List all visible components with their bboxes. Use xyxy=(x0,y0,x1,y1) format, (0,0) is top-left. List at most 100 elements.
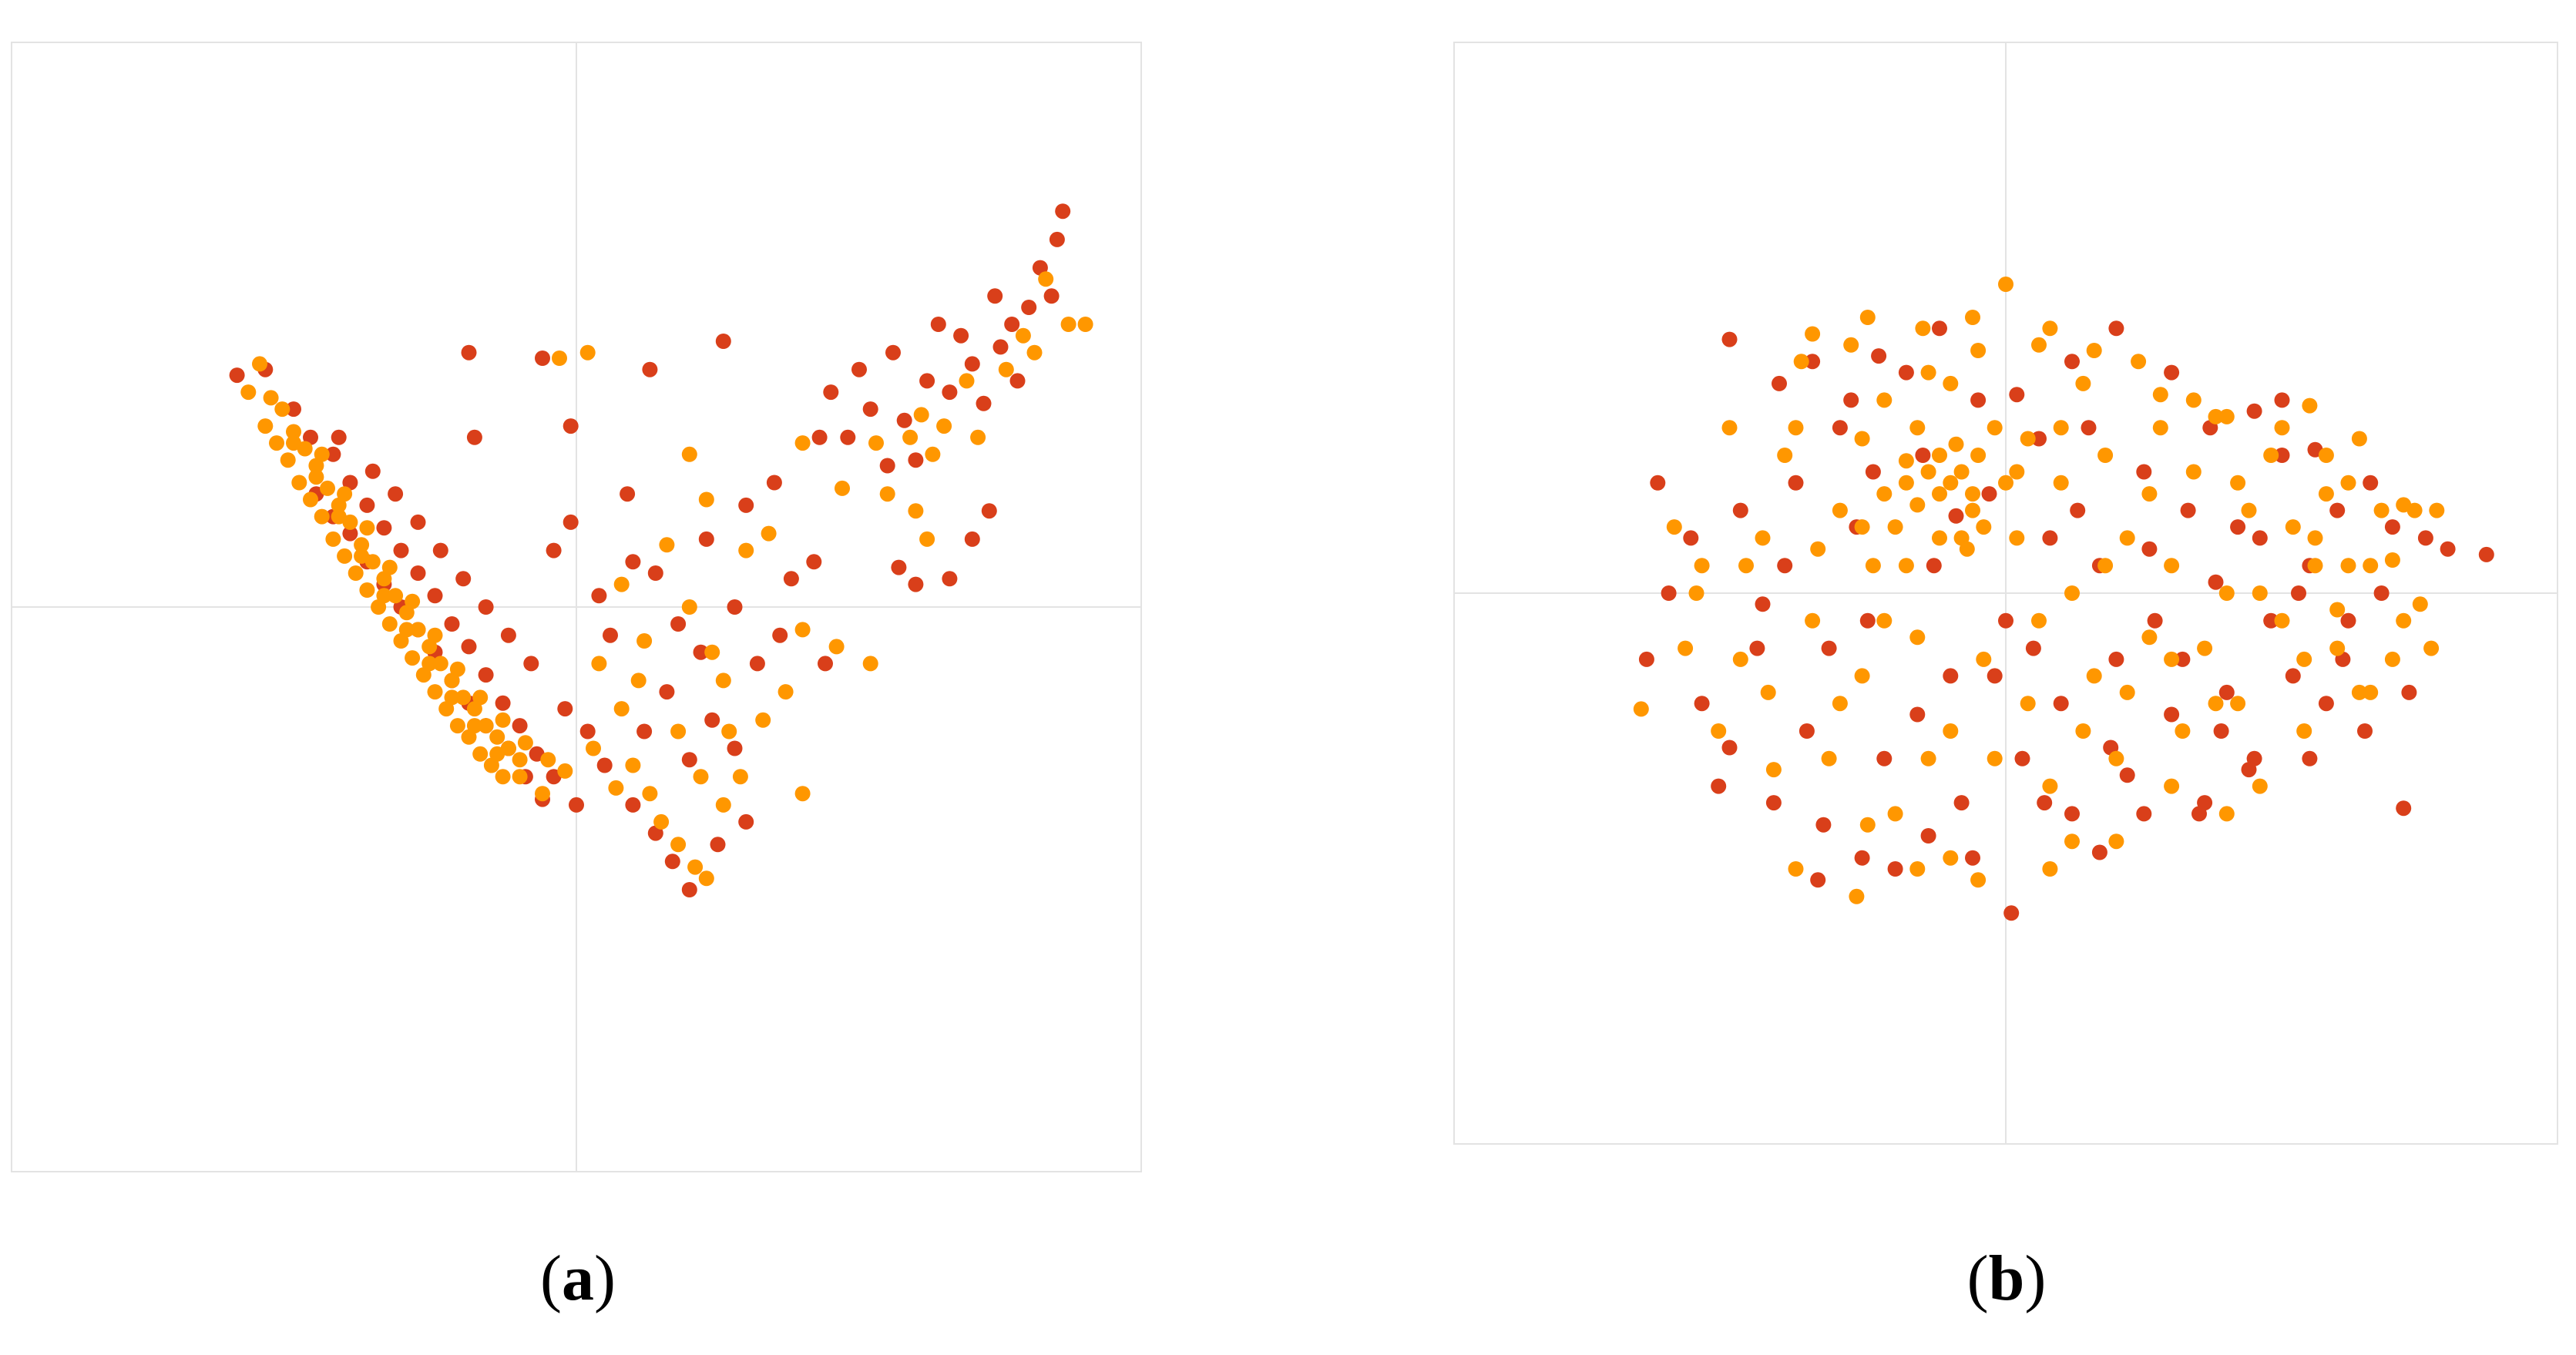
scatter-point-b-s1-45 xyxy=(2197,640,2213,656)
scatter-point-a-s0-62 xyxy=(772,627,788,643)
scatter-point-a-s0-102 xyxy=(659,684,675,700)
scatter-point-a-s0-68 xyxy=(851,361,867,377)
scatter-point-a-s1-76 xyxy=(613,576,630,592)
scatter-point-b-s0-20 xyxy=(1953,795,1970,811)
scatter-point-a-s1-72 xyxy=(579,344,596,361)
scatter-point-a-s0-103 xyxy=(681,752,697,768)
scatter-point-b-s1-118 xyxy=(1849,888,1865,904)
scatter-point-a-s0-43 xyxy=(466,429,482,445)
scatter-point-a-s0-105 xyxy=(727,740,743,756)
scatter-point-b-s1-111 xyxy=(1876,486,1893,502)
scatter-point-a-s0-91 xyxy=(942,571,958,587)
scatter-point-b-s0-49 xyxy=(2340,612,2356,629)
scatter-point-a-s1-15 xyxy=(405,650,421,666)
scatter-point-b-s1-18 xyxy=(1898,475,1914,491)
scatter-point-a-s0-95 xyxy=(625,797,641,813)
scatter-point-b-s1-4 xyxy=(1711,723,1727,739)
scatter-point-a-s1-78 xyxy=(659,537,675,553)
scatter-point-b-s0-48 xyxy=(2329,502,2346,518)
scatter-point-b-s1-117 xyxy=(1788,861,1804,877)
scatter-point-b-s0-55 xyxy=(2478,546,2494,562)
scatter-point-a-s1-62 xyxy=(381,559,398,575)
scatter-point-b-s0-29 xyxy=(2064,806,2080,822)
scatter-point-b-s1-129 xyxy=(1859,310,1876,325)
scatter-point-a-s1-31 xyxy=(354,537,370,553)
scatter-point-b-s0-64 xyxy=(2064,354,2080,370)
scatter-point-b-s0-68 xyxy=(2274,392,2290,408)
scatter-point-a-s1-63 xyxy=(405,593,421,609)
scatter-point-b-s1-26 xyxy=(1987,420,2003,436)
scatter-point-a-s0-71 xyxy=(885,344,901,361)
scatter-point-b-s0-36 xyxy=(2164,706,2180,723)
scatter-point-b-s1-40 xyxy=(2141,629,2158,646)
scatter-point-b-s1-88 xyxy=(2119,684,2135,700)
scatter-point-b-s1-138 xyxy=(2396,497,2412,513)
caption-a-letter: a xyxy=(562,1243,594,1314)
scatter-point-a-s0-33 xyxy=(364,463,381,479)
scatter-point-b-s1-110 xyxy=(1932,530,1947,546)
scatter-point-b-s1-31 xyxy=(2042,778,2058,794)
scatter-point-b-s1-90 xyxy=(2164,651,2180,667)
scatter-point-a-s1-105 xyxy=(625,757,641,773)
scatter-point-b-s0-73 xyxy=(1920,828,1936,844)
scatter-point-a-s0-0 xyxy=(229,367,245,384)
scatter-point-a-s1-38 xyxy=(432,656,448,672)
scatter-point-b-s0-71 xyxy=(1810,872,1826,888)
scatter-point-b-s1-76 xyxy=(1854,431,1870,447)
scatter-point-a-s0-15 xyxy=(512,718,528,734)
scatter-point-b-s1-103 xyxy=(1920,464,1936,480)
scatter-point-a-s1-10 xyxy=(348,565,364,581)
scatter-point-b-s1-24 xyxy=(1965,310,1980,325)
scatter-point-b-s1-78 xyxy=(1898,558,1914,574)
scatter-point-a-s1-119 xyxy=(586,740,601,756)
scatter-point-b-s1-136 xyxy=(2302,397,2318,414)
scatter-point-b-s1-126 xyxy=(1943,850,1959,866)
scatter-point-b-s0-4 xyxy=(1638,651,1654,667)
scatter-point-b-s0-44 xyxy=(2274,448,2290,463)
scatter-point-b-s1-53 xyxy=(2285,519,2301,535)
scatter-point-a-s1-48 xyxy=(308,469,324,485)
scatter-point-b-s1-82 xyxy=(1987,750,2003,766)
scatter-point-b-s1-83 xyxy=(2009,464,2025,480)
scatter-point-b-s0-7 xyxy=(1749,640,1765,656)
scatter-point-b-s1-46 xyxy=(2208,408,2224,424)
scatter-point-b-s1-57 xyxy=(2329,640,2346,656)
scatter-point-a-s1-93 xyxy=(959,373,975,389)
scatter-point-a-s1-13 xyxy=(381,616,398,632)
scatter-point-a-s0-2 xyxy=(286,401,301,418)
scatter-point-b-s0-13 xyxy=(1859,612,1876,629)
scatter-point-b-s1-56 xyxy=(2318,486,2334,502)
scatter-point-a-s1-122 xyxy=(704,644,720,660)
scatter-point-b-s1-67 xyxy=(2329,602,2346,618)
scatter-point-a-s1-70 xyxy=(557,763,573,779)
scatter-point-b-s1-25 xyxy=(1976,651,1992,667)
scatter-point-a-s0-55 xyxy=(698,531,714,547)
scatter-point-b-s1-123 xyxy=(2108,833,2124,850)
scatter-point-a-s1-61 xyxy=(359,520,375,536)
scatter-point-b-s1-1 xyxy=(1666,519,1682,535)
scatter-point-a-s1-81 xyxy=(738,542,754,558)
scatter-point-a-s1-9 xyxy=(337,548,353,564)
scatter-point-b-s0-3 xyxy=(1661,585,1677,601)
scatter-point-b-s1-96 xyxy=(2296,651,2312,667)
scatter-point-a-s0-34 xyxy=(388,486,404,502)
scatter-point-a-s0-75 xyxy=(930,317,946,332)
scatter-point-a-s0-77 xyxy=(953,327,969,344)
scatter-point-a-s1-86 xyxy=(835,480,850,496)
scatter-point-a-s1-94 xyxy=(970,429,986,445)
scatter-point-b-s0-28 xyxy=(2053,696,2069,712)
scatter-point-b-s1-5 xyxy=(1721,420,1738,436)
scatter-point-a-s0-38 xyxy=(478,599,494,615)
scatter-point-a-s0-57 xyxy=(727,599,743,615)
caption-a: (a) xyxy=(540,1243,616,1314)
scatter-point-a-s1-108 xyxy=(670,837,687,853)
scatter-point-a-s0-14 xyxy=(495,695,511,711)
scatter-point-a-s1-60 xyxy=(337,486,353,502)
scatter-point-b-s0-26 xyxy=(2031,431,2047,447)
scatter-point-b-s1-121 xyxy=(2042,861,2058,877)
scatter-point-b-s1-66 xyxy=(2363,684,2379,700)
scatter-point-b-s0-6 xyxy=(1721,740,1738,756)
scatter-point-a-s0-84 xyxy=(1021,300,1037,315)
scatter-point-b-s1-2 xyxy=(1688,585,1704,601)
scatter-point-b-s0-5 xyxy=(1694,696,1710,712)
